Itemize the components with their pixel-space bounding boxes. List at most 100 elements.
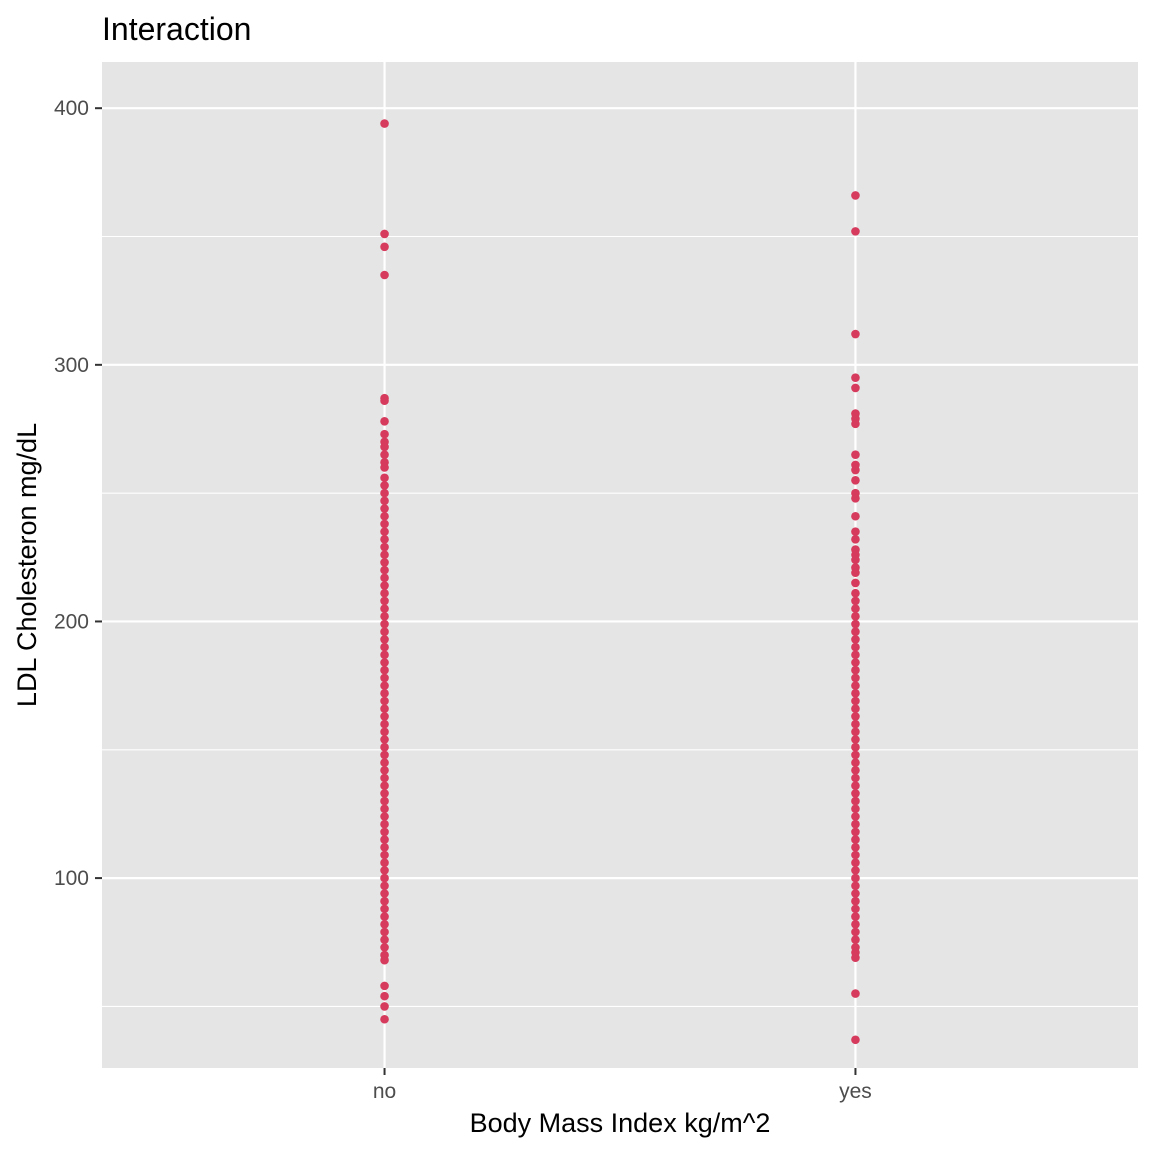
data-point-no <box>380 542 389 552</box>
data-point-no <box>380 473 389 483</box>
data-point-no <box>380 712 389 721</box>
data-point-no <box>380 789 389 798</box>
data-point-no <box>380 827 389 837</box>
data-point-no <box>380 416 389 426</box>
data-point-yes <box>851 858 860 867</box>
data-point-no <box>380 735 389 744</box>
data-point-yes <box>851 758 860 767</box>
data-point-yes <box>851 419 860 429</box>
data-point-yes <box>851 781 860 791</box>
data-point-no <box>380 527 389 536</box>
data-point-yes <box>851 555 860 565</box>
data-point-no <box>380 665 389 675</box>
data-point-no <box>380 835 389 844</box>
data-point-yes <box>851 450 860 459</box>
data-point-no <box>380 727 389 737</box>
data-point-yes <box>851 742 860 752</box>
data-point-no <box>380 796 389 806</box>
data-point-no <box>380 558 389 567</box>
data-point-yes <box>851 873 860 883</box>
data-point-yes <box>851 866 860 875</box>
data-point-yes <box>851 227 860 236</box>
data-point-yes <box>851 953 860 962</box>
x-axis-title: Body Mass Index kg/m^2 <box>470 1108 771 1138</box>
data-point-yes <box>851 191 860 200</box>
y-axis-title: LDL Cholesteron mg/dL <box>12 423 42 707</box>
data-point-no <box>380 588 389 598</box>
data-point-yes <box>851 596 860 606</box>
data-point-no <box>380 955 389 965</box>
data-point-no <box>380 429 389 439</box>
data-point-no <box>380 573 389 583</box>
data-point-yes <box>851 812 860 821</box>
data-point-yes <box>851 919 860 929</box>
data-point-no <box>380 635 389 644</box>
data-point-yes <box>851 750 860 760</box>
data-point-yes <box>851 578 860 588</box>
data-point-no <box>380 912 389 921</box>
data-point-yes <box>851 681 860 690</box>
data-point-no <box>380 773 389 783</box>
data-point-yes <box>851 819 860 829</box>
data-point-yes <box>851 696 860 706</box>
data-point-no <box>380 904 389 914</box>
data-point-yes <box>851 789 860 798</box>
data-point-no <box>380 1002 389 1011</box>
x-tick-label: no <box>373 1080 396 1103</box>
data-point-yes <box>851 383 860 393</box>
data-point-no <box>380 935 389 944</box>
data-points <box>380 119 860 1045</box>
data-point-yes <box>851 827 860 837</box>
data-point-no <box>380 550 389 560</box>
y-axis: 100 200 300 400 <box>54 97 102 890</box>
data-point-no <box>380 519 389 529</box>
x-axis: no yes <box>373 1068 872 1103</box>
data-point-no <box>380 704 389 714</box>
data-point-no <box>380 812 389 821</box>
data-point-no <box>380 270 389 280</box>
data-point-no <box>380 604 389 613</box>
data-point-no <box>380 896 389 906</box>
data-point-yes <box>851 796 860 806</box>
data-point-no <box>380 650 389 660</box>
data-point-no <box>380 229 389 239</box>
data-point-no <box>380 242 389 252</box>
data-point-yes <box>851 612 860 621</box>
data-point-yes <box>851 673 860 683</box>
data-point-yes <box>851 881 860 891</box>
data-point-yes <box>851 627 860 637</box>
data-point-yes <box>851 535 860 544</box>
data-point-yes <box>851 511 860 521</box>
data-point-no <box>380 689 389 698</box>
data-point-no <box>380 766 389 775</box>
data-point-yes <box>851 329 860 339</box>
data-point-no <box>380 535 389 544</box>
data-point-no <box>380 781 389 791</box>
data-point-no <box>380 750 389 760</box>
data-point-no <box>380 981 389 991</box>
data-point-yes <box>851 588 860 598</box>
data-point-no <box>380 873 389 883</box>
data-point-no <box>380 719 389 729</box>
data-point-yes <box>851 804 860 814</box>
data-point-yes <box>851 896 860 906</box>
data-point-yes <box>851 704 860 714</box>
data-point-no <box>380 565 389 575</box>
data-point-no <box>380 742 389 752</box>
data-point-yes <box>851 989 860 998</box>
data-point-yes <box>851 689 860 698</box>
y-tick-label: 400 <box>54 97 89 120</box>
data-point-yes <box>851 904 860 914</box>
data-point-no <box>380 991 389 1001</box>
x-tick-label: yes <box>839 1080 872 1103</box>
data-point-no <box>380 481 389 490</box>
data-point-yes <box>851 766 860 775</box>
data-point-yes <box>851 835 860 844</box>
data-point-no <box>380 396 389 406</box>
data-point-no <box>380 696 389 706</box>
data-point-no <box>380 612 389 621</box>
data-point-no <box>380 1014 389 1024</box>
data-point-no <box>380 881 389 891</box>
data-point-yes <box>851 476 860 485</box>
